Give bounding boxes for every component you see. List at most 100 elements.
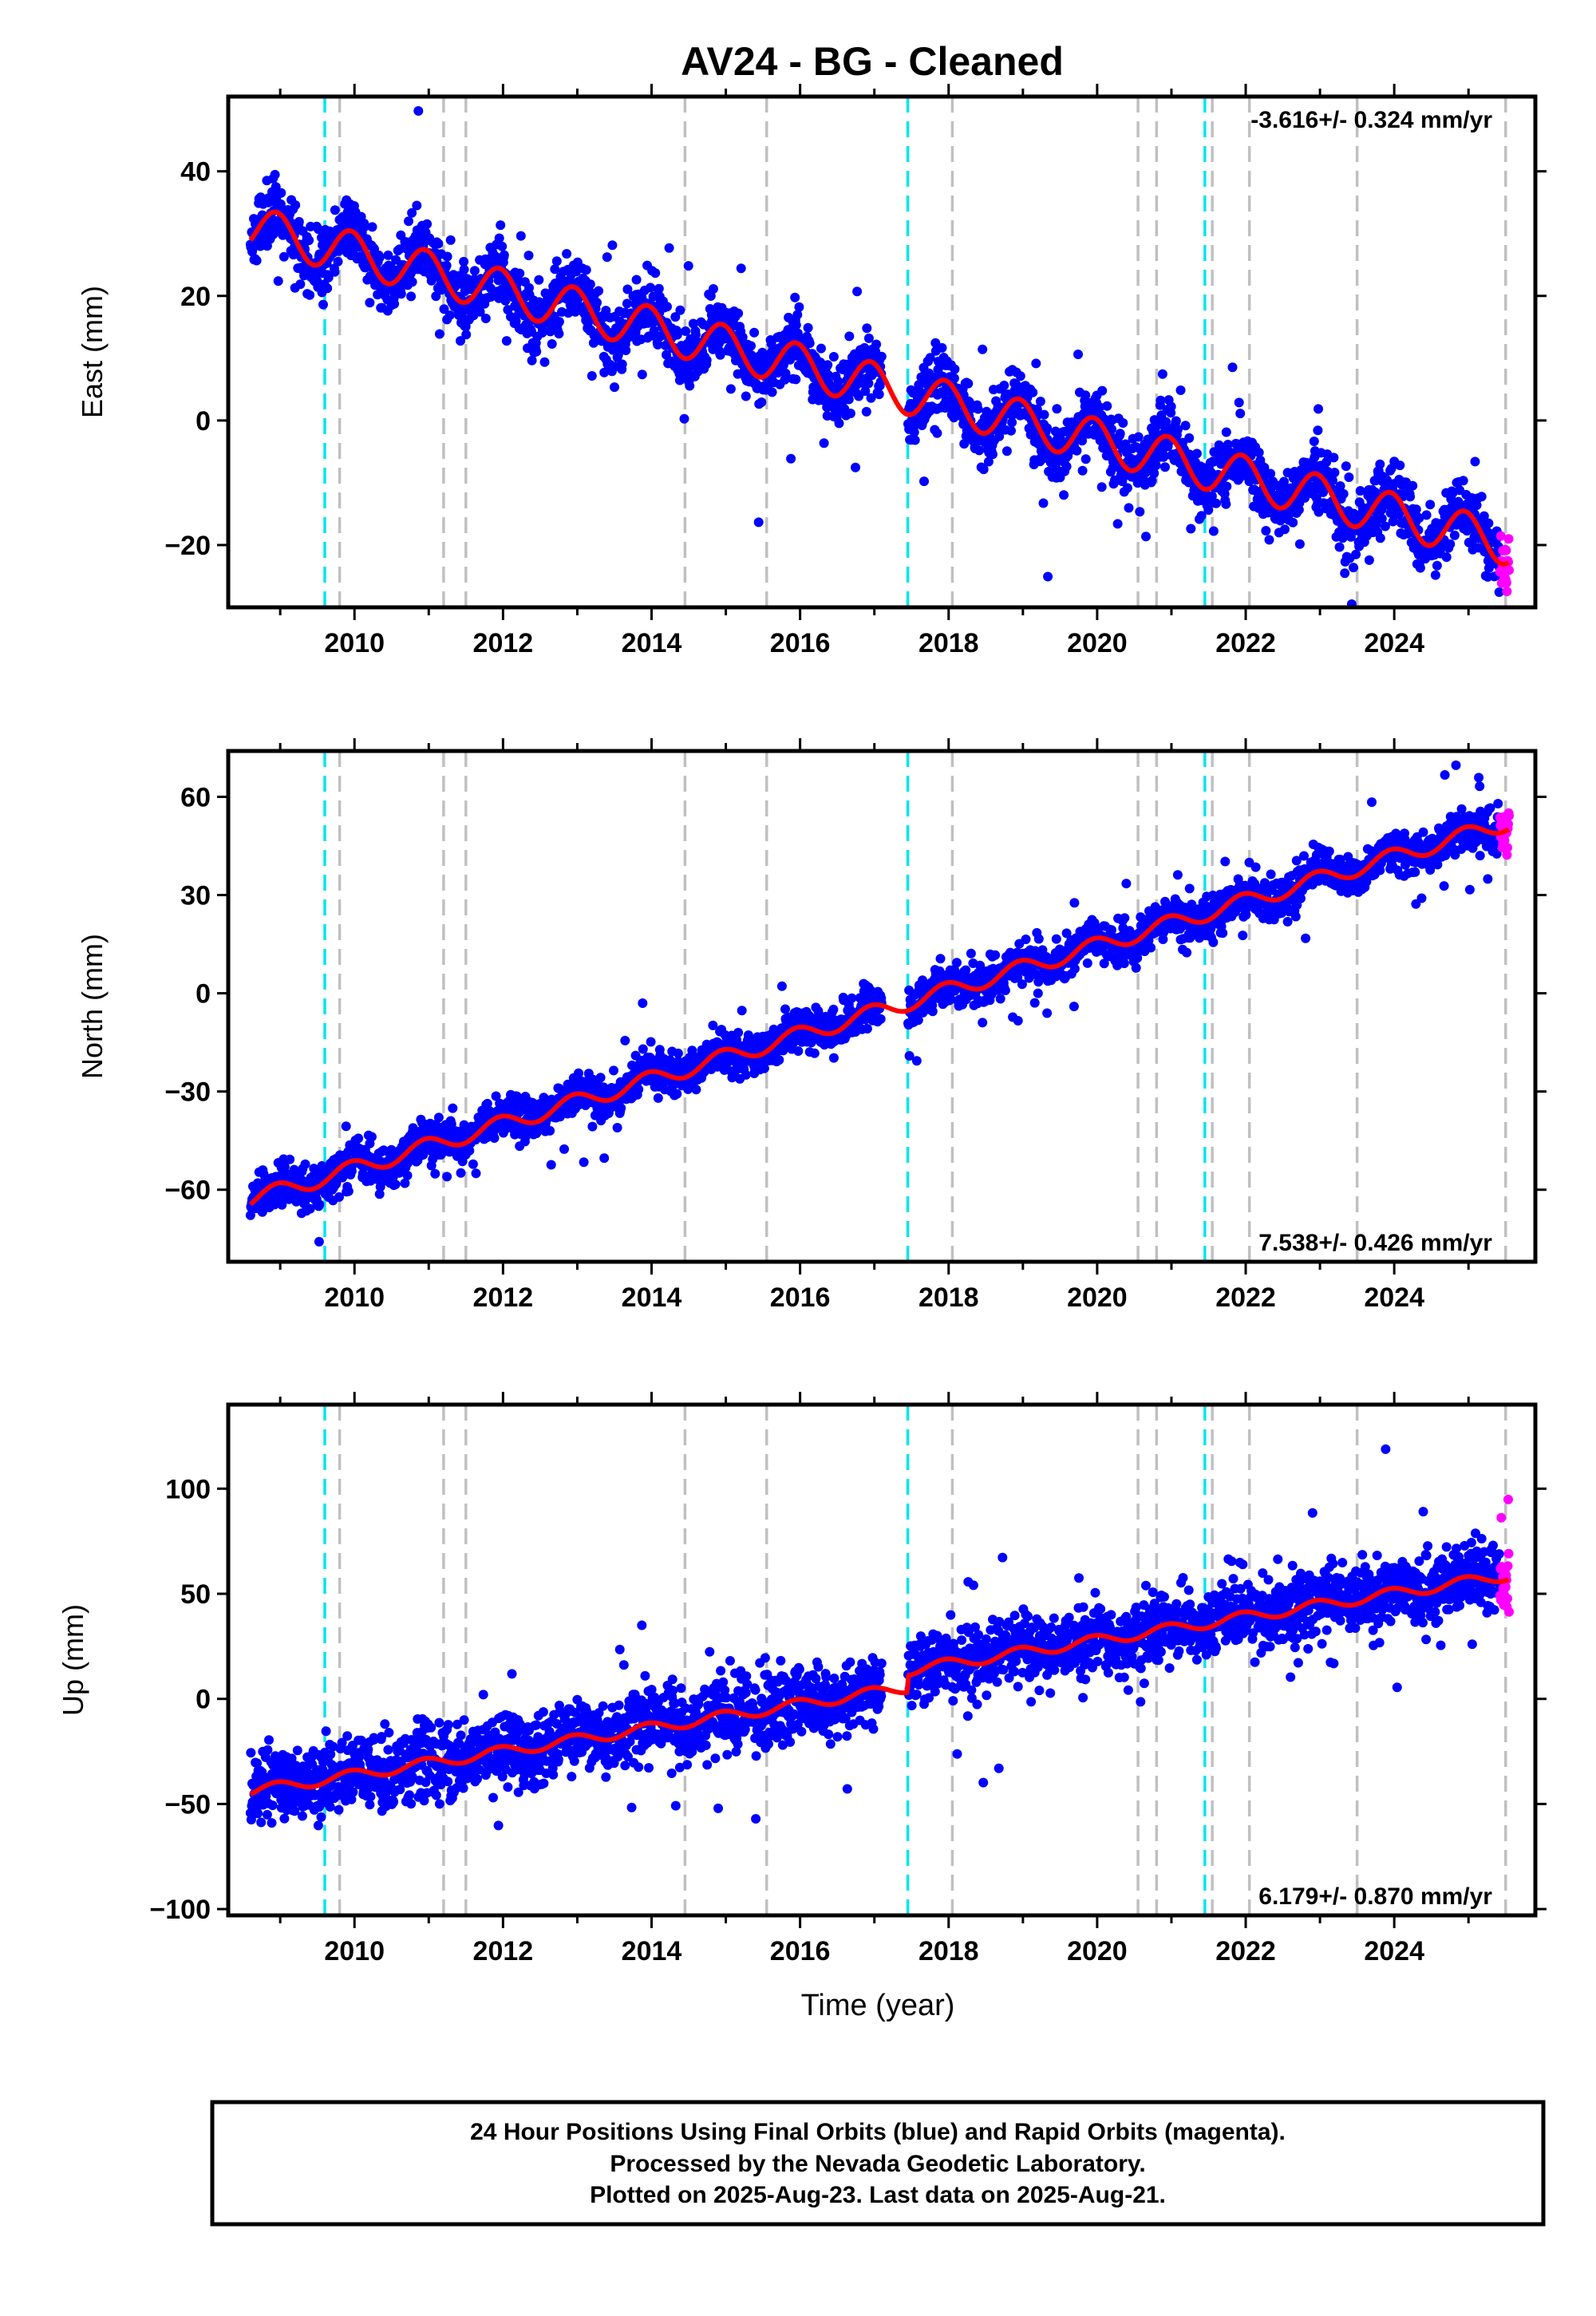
east-final-point-1927 xyxy=(1059,490,1069,500)
east-final-point-2300 xyxy=(1211,498,1221,508)
east-xtick-label-7: 2024 xyxy=(1364,628,1424,658)
east-final-point-1728 xyxy=(978,344,988,354)
east-final-point-2675 xyxy=(1364,555,1374,565)
east-final-point-238 xyxy=(342,207,353,217)
east-final-point-1585 xyxy=(919,476,929,487)
east-ytick-label-3: 40 xyxy=(180,157,211,188)
east-final-point-2253 xyxy=(1191,449,1202,459)
east-rapid-point-3012 xyxy=(1502,587,1512,596)
east-final-point-1617 xyxy=(932,428,942,438)
east-final-point-214 xyxy=(333,256,343,267)
east-final-point-2815 xyxy=(1421,510,1432,520)
east-final-point-919 xyxy=(621,346,631,355)
east-final-point-2033 xyxy=(1102,401,1112,411)
north-final-point-134 xyxy=(300,1159,310,1169)
east-final-point-2800 xyxy=(1415,563,1425,573)
north-final-point-1213 xyxy=(741,1069,751,1080)
north-final-point-1341 xyxy=(793,1046,804,1056)
north-final-point-1784 xyxy=(1000,986,1010,995)
north-final-point-297 xyxy=(366,1132,377,1142)
east-final-point-549 xyxy=(469,266,480,276)
east-final-point-15 xyxy=(251,255,262,266)
east-final-point-1469 xyxy=(845,409,855,418)
north-final-point-1759 xyxy=(990,950,1001,960)
east-final-point-1075 xyxy=(685,381,695,391)
east-final-point-959 xyxy=(637,370,647,380)
north-final-point-515 xyxy=(456,1168,466,1178)
east-final-point-474 xyxy=(439,304,449,314)
north-final-point-384 xyxy=(402,1170,413,1180)
east-final-point-316 xyxy=(374,252,385,263)
north-final-point-1091 xyxy=(691,1085,701,1095)
east-final-point-460 xyxy=(433,239,444,249)
east-final-point-1072 xyxy=(683,261,693,271)
north-final-point-495 xyxy=(448,1103,458,1113)
east-final-point-1233 xyxy=(749,327,760,338)
east-final-point-488 xyxy=(444,310,455,320)
east-final-point-2934 xyxy=(1470,456,1480,467)
east-final-point-2153 xyxy=(1151,460,1161,471)
north-final-point-1815 xyxy=(1013,1016,1023,1026)
east-final-point-292 xyxy=(365,298,375,308)
east-final-point-2550 xyxy=(1314,404,1323,414)
east-final-point-2190 xyxy=(1166,401,1176,412)
east-xtick-label-3: 2016 xyxy=(770,628,831,658)
east-final-point-2602 xyxy=(1334,542,1345,552)
east-final-point-1508 xyxy=(861,406,871,417)
east-final-point-60 xyxy=(270,169,280,180)
east-final-point-832 xyxy=(585,279,595,290)
east-final-point-1323 xyxy=(786,453,796,464)
north-final-point-898 xyxy=(612,1123,622,1132)
east-final-point-393 xyxy=(406,291,417,302)
east-final-point-1369 xyxy=(804,338,815,349)
north-final-point-385 xyxy=(403,1158,413,1168)
east-final-point-166 xyxy=(313,224,323,235)
east-final-point-1225 xyxy=(746,341,756,351)
east-final-point-2065 xyxy=(1115,429,1125,439)
east-final-point-1973 xyxy=(1077,465,1088,476)
east-final-point-178 xyxy=(318,299,328,310)
east-final-point-2701 xyxy=(1375,459,1385,469)
north-final-point-355 xyxy=(390,1180,401,1190)
east-final-point-562 xyxy=(475,306,485,317)
east-final-point-706 xyxy=(534,275,544,285)
east-final-point-1485 xyxy=(852,287,863,297)
east-final-point-1888 xyxy=(1043,571,1053,582)
east-final-point-1629 xyxy=(937,342,947,353)
east-final-point-522 xyxy=(459,256,469,267)
east-final-point-1877 xyxy=(1038,498,1049,508)
east-final-point-738 xyxy=(547,339,557,349)
north-final-point-1294 xyxy=(774,1055,784,1065)
east-final-point-122 xyxy=(295,279,306,290)
east-final-point-2326 xyxy=(1222,481,1232,492)
north-plot-content xyxy=(245,751,1514,1262)
east-final-point-407 xyxy=(412,200,422,211)
east-final-point-1798 xyxy=(1006,425,1016,436)
east-final-point-2169 xyxy=(1157,369,1167,379)
east-final-point-1539 xyxy=(874,389,884,400)
east-final-point-395 xyxy=(407,207,417,218)
east-final-point-119 xyxy=(294,216,304,227)
north-final-point-234 xyxy=(341,1121,351,1132)
north-final-point-1427 xyxy=(828,1004,839,1014)
east-final-point-2864 xyxy=(1441,552,1452,563)
east-final-point-2324 xyxy=(1221,499,1231,509)
east-final-point-2356 xyxy=(1234,397,1244,408)
east-final-point-2325 xyxy=(1221,427,1231,437)
east-final-point-1025 xyxy=(664,243,674,253)
east-final-point-1910 xyxy=(1052,404,1062,414)
east-final-point-852 xyxy=(594,286,603,296)
east-rate-label: -3.616+/- 0.324 mm/yr xyxy=(1250,107,1492,133)
north-final-point-1864 xyxy=(1033,988,1043,998)
east-final-point-1133 xyxy=(708,284,718,294)
east-ytick-label-1: 0 xyxy=(196,406,211,437)
north-final-point-169 xyxy=(314,1199,325,1210)
north-final-point-1309 xyxy=(780,1004,790,1014)
east-final-point-2164 xyxy=(1156,395,1166,405)
east-final-point-432 xyxy=(422,219,433,229)
east-final-point-2702 xyxy=(1375,533,1385,543)
east-final-point-1244 xyxy=(753,517,764,528)
east-final-point-2359 xyxy=(1235,409,1246,419)
east-final-point-1981 xyxy=(1080,454,1091,464)
north-final-point-240 xyxy=(343,1186,354,1196)
